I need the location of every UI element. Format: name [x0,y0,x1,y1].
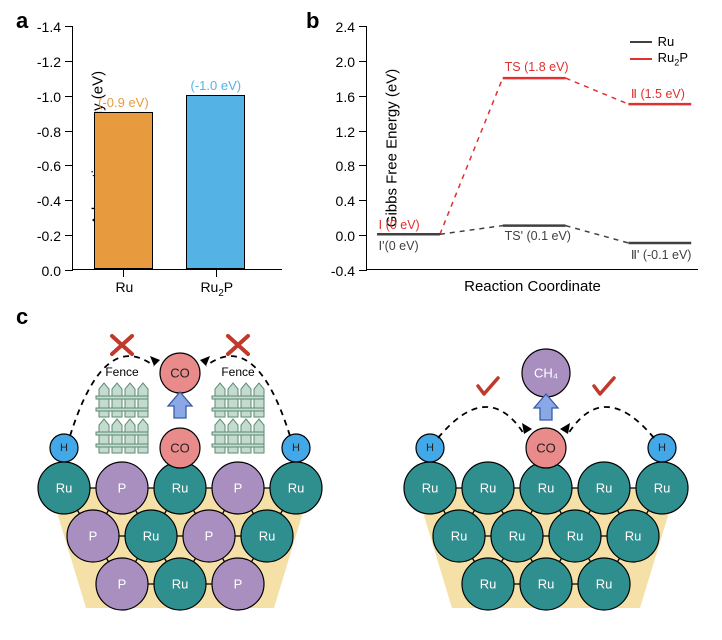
svg-text:Ru: Ru [480,577,497,592]
y-tick: -1.2 [65,61,73,62]
svg-text:H: H [426,442,434,454]
svg-text:Fence: Fence [105,365,139,379]
legend-item-Ru2P: Ru2P [630,50,688,68]
svg-text:Ru: Ru [56,481,73,496]
svg-text:Ru: Ru [422,481,439,496]
svg-text:Ru: Ru [451,529,468,544]
svg-text:Ru: Ru [480,481,497,496]
svg-text:H: H [60,442,68,454]
energy-diagram-b: Gibbs Free Energy (eV) Reaction Coordina… [366,26,698,270]
panel-a-label: a [16,8,28,34]
svg-text:Ru: Ru [172,481,189,496]
svg-text:P: P [89,529,98,544]
svg-text:Ru: Ru [654,481,671,496]
svg-text:P: P [118,577,127,592]
x-tick: Ru2P [216,269,217,277]
svg-text:Ru: Ru [538,577,555,592]
svg-text:CO: CO [170,366,190,381]
panel-b-xlabel: Reaction Coordinate [464,278,601,295]
level-label: Ⅰ'(0 eV) [379,238,419,253]
y-tick: 0.0 [359,235,367,236]
level-label: Ⅱ' (-0.1 eV) [631,247,692,262]
panel-a: a Adsorption energy (eV) 0.0-0.2-0.4-0.6… [12,12,302,302]
legend-item-Ru: Ru [630,34,688,49]
level-label: Ⅰ (0 eV) [379,217,420,232]
y-tick: 0.4 [359,200,367,201]
svg-text:CO: CO [170,441,190,456]
svg-text:P: P [234,481,243,496]
svg-text:H: H [658,442,666,454]
schematic-ru: Ru Ru Ru Ru Ru Ru Ru Ru Ru Ru Ru Ru H CO H CH₄ [400,318,700,628]
svg-text:Ru: Ru [538,481,555,496]
svg-text:CH₄: CH₄ [534,366,558,381]
svg-text:Fence: Fence [221,365,255,379]
y-tick: 1.6 [359,96,367,97]
y-tick: 2.4 [359,26,367,27]
y-tick: -0.6 [65,165,73,166]
panel-b: b Gibbs Free Energy (eV) Reaction Coordi… [302,12,710,302]
svg-text:Ru: Ru [625,529,642,544]
schematic-ru2p: Ru P Ru P Ru P Ru P Ru P Ru P H CO H CO Fence Fence [34,318,354,628]
level-label: Ⅱ (1.5 eV) [631,86,685,101]
y-tick: -1.4 [65,26,73,27]
svg-text:Ru: Ru [509,529,526,544]
y-tick: 2.0 [359,61,367,62]
svg-text:H: H [292,442,300,454]
panel-c: c RuPRuPRuPRuPRuPRuPHCOHCOFenceFence RuR… [12,308,710,628]
y-tick: -0.4 [65,200,73,201]
panel-b-legend: RuRu2P [624,30,694,72]
y-tick: -0.2 [65,235,73,236]
panel-b-label: b [306,8,319,34]
x-tick: Ru [123,269,124,277]
svg-text:Ru: Ru [259,529,276,544]
svg-text:Ru: Ru [172,577,189,592]
svg-text:P: P [118,481,127,496]
y-tick: -0.4 [359,270,367,271]
y-tick: -1.0 [65,96,73,97]
svg-text:P: P [205,529,214,544]
y-tick: 0.8 [359,165,367,166]
level-label: TS' (0.1 eV) [505,229,571,243]
svg-text:Ru: Ru [567,529,584,544]
bar-chart-a: Adsorption energy (eV) 0.0-0.2-0.4-0.6-0… [72,26,282,270]
level-label: TS (1.8 eV) [505,60,569,74]
svg-text:P: P [234,577,243,592]
svg-text:Ru: Ru [288,481,305,496]
svg-text:Ru: Ru [596,577,613,592]
y-tick: 0.0 [65,270,73,271]
bar-value-label: (-0.9 eV) [95,95,152,110]
y-tick: 1.2 [359,131,367,132]
panel-c-label: c [16,304,28,330]
bar-Ru2P: (-1.0 eV) [186,95,245,269]
bar-value-label: (-1.0 eV) [187,78,244,93]
bar-Ru: (-0.9 eV) [94,112,153,269]
svg-text:Ru: Ru [596,481,613,496]
svg-text:Ru: Ru [143,529,160,544]
svg-text:CO: CO [536,441,556,456]
y-tick: -0.8 [65,131,73,132]
